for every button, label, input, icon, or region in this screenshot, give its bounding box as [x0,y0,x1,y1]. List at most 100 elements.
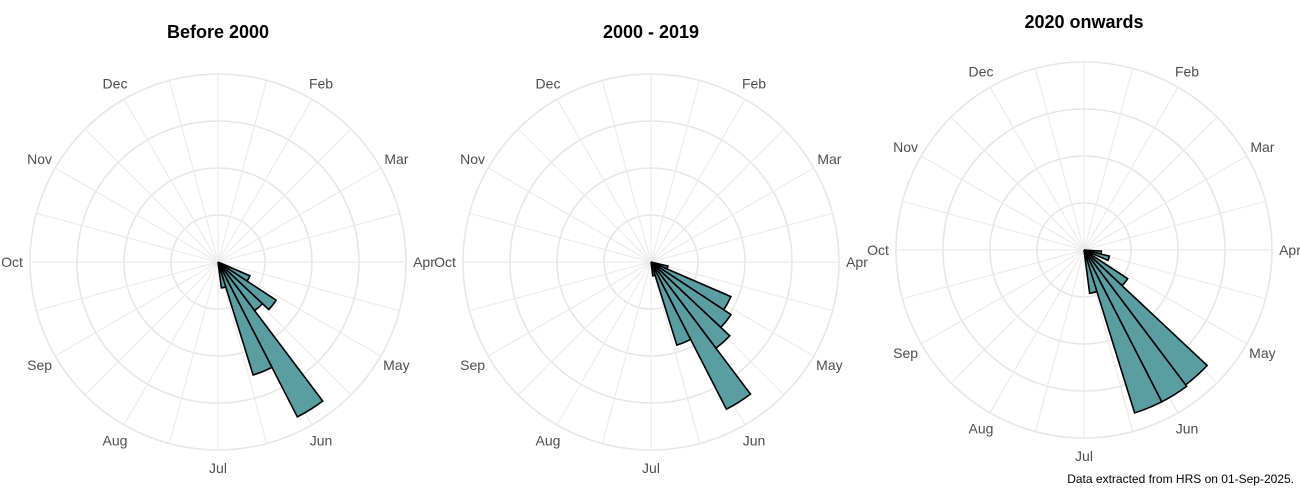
grid-spoke [487,261,652,357]
month-label: Feb [742,76,766,92]
bars [1083,249,1209,414]
month-labels: Feb Mar Apr May Jun Jul Aug Sep Oct Nov Dec [1,76,435,476]
month-label: Jul [642,460,660,476]
grid-spoke [123,261,219,426]
grid-spoke [168,80,219,263]
polar-bar [650,261,692,347]
polar-bar [217,261,274,377]
polar-bar [217,261,227,289]
month-label: Apr [846,254,868,270]
month-label: Mar [1250,139,1274,155]
panel-before-2000: Before 2000 Feb Mar Apr May Jun Jul Aug Sep Oct N… [1,22,435,476]
month-label: Mar [384,151,408,167]
bars [217,261,324,419]
month-label: Jun [310,432,333,448]
panel-2000-2019: 2000 - 2019 Feb Mar Apr May Jun Jul Aug Sep Oct N… [434,22,868,476]
grid-spoke [920,249,1085,345]
month-label: Oct [1,254,23,270]
grid-spoke [950,116,1085,251]
month-labels: Feb Mar Apr May Jun Jul Aug Sep Oct Nov Dec [434,76,868,476]
polar-bar [1083,249,1163,414]
month-label: Nov [460,151,485,167]
month-label: Oct [867,242,889,258]
month-label: Apr [1279,242,1300,258]
grid-spoke [84,261,219,396]
bars [650,261,752,411]
month-labels: Feb Mar Apr May Jun Jul Aug Sep Oct Nov Dec [867,64,1300,464]
polar-bar [650,261,657,277]
polar-bar [217,261,278,311]
month-label: Dec [536,76,561,92]
month-label: Sep [460,357,485,373]
month-label: May [383,357,409,373]
grid-spoke [650,128,785,263]
month-label: Jul [209,460,227,476]
grid-spoke [123,98,219,263]
polar-bar [1083,249,1098,295]
grid-spoke [1083,68,1134,251]
grid-spoke [601,80,652,263]
grid-spoke [1034,68,1085,251]
grid-spoke [217,261,268,444]
grid-spoke [650,261,833,312]
grid-spoke [54,167,219,263]
grid-spoke [517,128,652,263]
grid-spoke [650,261,701,444]
grid-spoke [989,86,1085,251]
grid-spoke [217,128,352,263]
grid-spoke [1034,249,1085,432]
grid-spoke [54,261,219,357]
grid-spoke [517,261,652,396]
month-label: Feb [1175,64,1199,80]
grid-spoke [36,212,219,263]
grid-spoke [487,167,652,263]
grid-spoke [920,155,1085,251]
grid-spoke [217,98,313,263]
grid-spoke [902,200,1085,251]
panel-title: Before 2000 [167,22,269,42]
grid-spoke [650,212,833,263]
grid-spoke [1083,200,1266,251]
month-label: Oct [434,254,456,270]
month-label: Feb [309,76,333,92]
data-source-caption: Data extracted from HRS on 01-Sep-2025. [1067,472,1294,486]
grid-spoke [1083,116,1218,251]
grid-spoke [168,261,219,444]
grid-spoke [469,261,652,312]
grid-spoke [556,261,652,426]
grid-spoke [650,98,746,263]
grid-spoke [36,261,219,312]
grid-spoke [950,249,1085,384]
month-label: Jul [1075,448,1093,464]
grid-spoke [989,249,1085,414]
month-label: Dec [969,64,994,80]
grid-spoke [1083,249,1248,345]
polar-bar [650,261,752,411]
month-label: Aug [969,420,994,436]
grid-spoke [217,167,382,263]
grid-spoke [217,212,400,263]
month-label: Aug [103,432,128,448]
month-label: Nov [893,139,918,155]
grid-spoke [601,261,652,444]
grid-spoke [556,98,652,263]
grid-spoke [84,128,219,263]
panel-title: 2000 - 2019 [603,22,699,42]
month-label: May [816,357,842,373]
month-label: Aug [536,432,561,448]
month-label: Dec [103,76,128,92]
grid-spoke [1083,86,1179,251]
grid-spoke [650,167,815,263]
grid-spoke [469,212,652,263]
grid-spoke [217,261,400,312]
grid-spoke [1083,155,1248,251]
grid-spoke [217,80,268,263]
month-label: Sep [27,357,52,373]
month-label: May [1249,345,1275,361]
month-label: Jun [1176,420,1199,436]
month-label: Mar [817,151,841,167]
month-label: Jun [743,432,766,448]
grid-spoke [1083,249,1266,300]
grid-spoke [650,80,701,263]
